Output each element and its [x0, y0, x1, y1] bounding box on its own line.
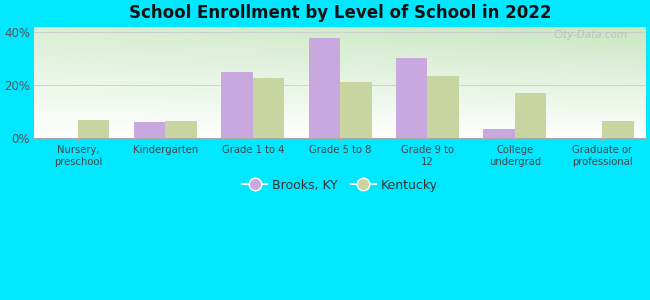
Bar: [309, 38, 340, 138]
Legend: Brooks, KY, Kentucky: Brooks, KY, Kentucky: [237, 174, 443, 196]
Bar: [484, 129, 515, 138]
Bar: [253, 78, 284, 138]
Bar: [165, 121, 197, 138]
Title: School Enrollment by Level of School in 2022: School Enrollment by Level of School in …: [129, 4, 551, 22]
Text: City-Data.com: City-Data.com: [553, 30, 627, 40]
Bar: [78, 119, 109, 138]
Bar: [602, 121, 634, 138]
Bar: [396, 58, 428, 138]
Bar: [515, 93, 546, 138]
Bar: [428, 76, 459, 138]
Bar: [134, 122, 165, 138]
Bar: [221, 72, 253, 138]
Bar: [340, 82, 372, 138]
